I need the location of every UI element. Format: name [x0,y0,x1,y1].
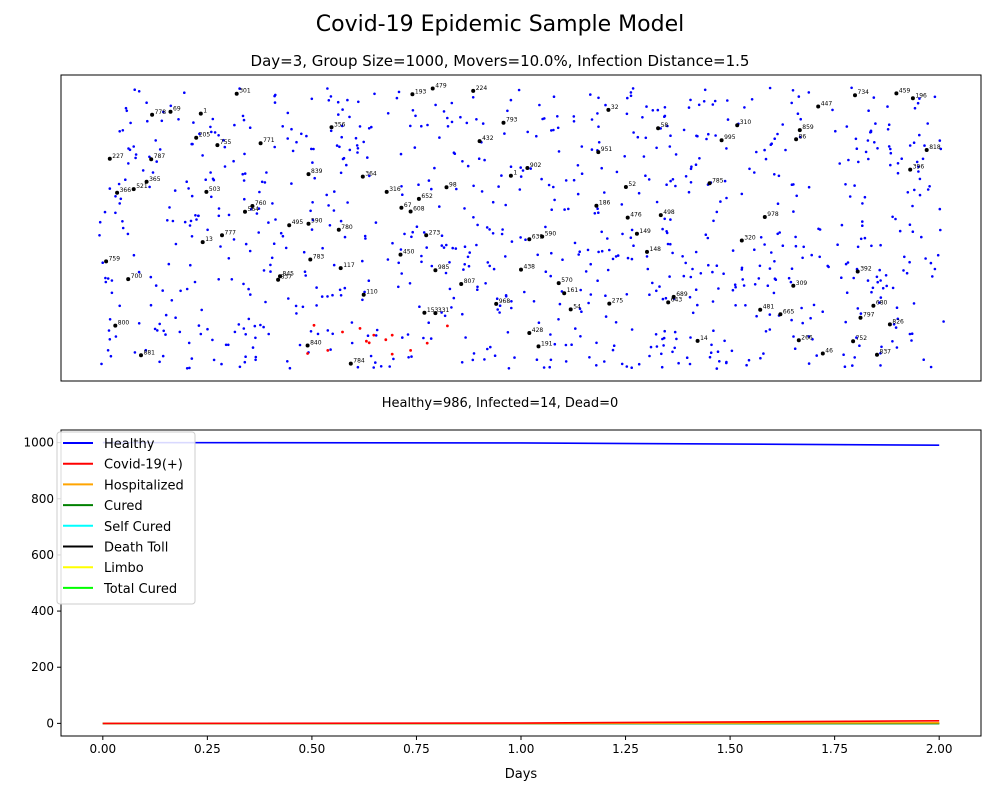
series-line [102,719,940,725]
legend-label: Hospitalized [104,478,184,493]
legend-label: Total Cured [103,582,177,597]
x-tick-label: 0.25 [194,742,221,756]
x-tick-label: 0.00 [89,742,116,756]
legend-label: Limbo [104,561,144,576]
y-tick-label: 800 [31,492,54,506]
y-tick-label: 600 [31,548,54,562]
scatter-title: Day=3, Group Size=1000, Movers=10.0%, In… [250,52,750,70]
x-tick-label: 2.00 [926,742,953,756]
legend-label: Cured [104,499,143,514]
legend-label: Healthy [104,437,155,452]
y-tick-label: 1000 [23,436,54,450]
legend: Healthy Covid-19(+) Hospitalized Cured Self … [56,431,196,605]
x-tick-label: 0.75 [403,742,430,756]
series-line [102,441,940,447]
figure-title: Covid-19 Epidemic Sample Model [315,12,685,37]
y-tick-label: 0 [46,716,54,730]
x-tick-label: 0.50 [299,742,326,756]
series-lines [102,441,940,725]
legend-label: Covid-19(+) [104,458,183,473]
line-chart-frame [60,429,982,737]
legend-label: Self Cured [104,520,171,535]
status-text: Healthy=986, Infected=14, Dead=0 [381,396,619,411]
x-tick-label: 1.00 [508,742,535,756]
x-tick-label: 1.75 [821,742,848,756]
x-tick-label: 1.50 [717,742,744,756]
y-tick-label: 200 [31,660,54,674]
legend-box [56,431,196,605]
legend-label: Death Toll [104,541,168,556]
y-tick-label: 400 [31,604,54,618]
x-axis-label: Days [505,767,538,782]
x-tick-label: 1.25 [612,742,639,756]
